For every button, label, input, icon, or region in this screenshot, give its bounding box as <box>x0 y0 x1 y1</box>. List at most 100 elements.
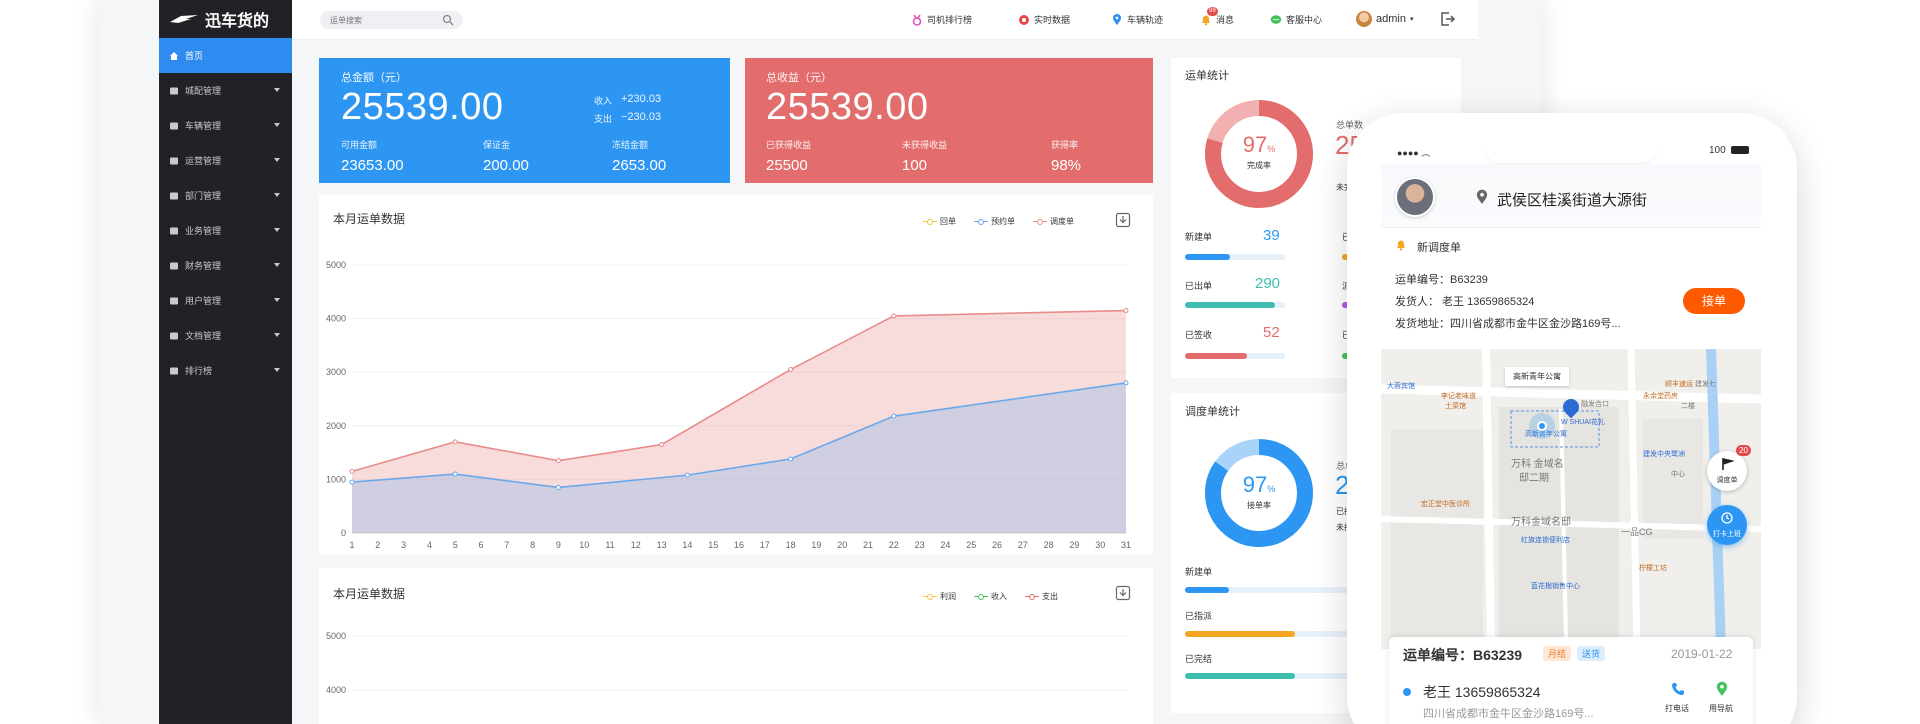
available-label: 可用金额 <box>341 140 378 150</box>
dispatch-assigned-bar-fill <box>1185 631 1295 637</box>
map-label: 李记老味道 <box>1441 393 1476 400</box>
legend-item-reservation[interactable]: 预约单 <box>974 216 1015 227</box>
bell-icon <box>1397 240 1405 251</box>
x-tick-label: 25 <box>966 540 976 550</box>
sidebar-item-home[interactable]: 首页 <box>159 38 292 73</box>
y-tick-label: 3000 <box>326 367 346 377</box>
expense-label: 支出 <box>594 114 613 124</box>
legend-item-receipt[interactable]: 回单 <box>923 216 956 227</box>
y-tick-label: 1000 <box>326 474 346 484</box>
phone-mockup: ●●●● ︵ 100 武侯区桂溪街道大源街 新调度单 运单编号：B63239 发… <box>1347 113 1797 724</box>
call-label[interactable]: 打电话 <box>1665 704 1689 713</box>
total-income-value: 25539.00 <box>766 86 929 128</box>
battery-icon <box>1731 146 1749 154</box>
map-label: 万科金域名邸 <box>1511 517 1571 528</box>
legend-item-dispatch[interactable]: 调度单 <box>1033 216 1074 227</box>
clock-in-label: 打卡上班 <box>1713 531 1741 538</box>
x-tick-label: 4 <box>427 540 432 550</box>
sidebar-item-doc[interactable]: 文档管理 <box>159 318 292 353</box>
map-label: 邸二期 <box>1519 473 1549 484</box>
completion-ring <box>1205 100 1313 208</box>
phone-call-icon[interactable] <box>1671 682 1685 696</box>
acceptance-rate-value: 97 <box>1242 472 1268 497</box>
driver-avatar[interactable] <box>1395 177 1435 217</box>
accept-order-button[interactable]: 接单 <box>1683 288 1745 314</box>
logout-icon[interactable] <box>1440 11 1456 27</box>
user-icon <box>170 297 178 304</box>
map-view[interactable]: 高新青年公寓 大蓉宾馆 李记老味道 土菜馆 永余堂药房 W SHUAI花礼 高新… <box>1381 349 1761 649</box>
sidebar-item-rank[interactable]: 排行榜 <box>159 353 292 388</box>
flag-icon <box>1722 458 1735 470</box>
nav-customer-service[interactable]: 客服中心 <box>1270 13 1322 26</box>
chevron-down-icon <box>274 333 280 337</box>
x-tick-label: 12 <box>631 540 641 550</box>
search-icon[interactable] <box>442 14 454 26</box>
current-location: 武侯区桂溪街道大源街 <box>1497 192 1648 209</box>
sidebar-item-city[interactable]: 城配管理 <box>159 73 292 108</box>
legend-item-income[interactable]: 收入 <box>974 591 1007 602</box>
download-icon[interactable] <box>1115 212 1131 228</box>
x-tick-label: 15 <box>708 540 718 550</box>
sidebar-item-finance[interactable]: 财务管理 <box>159 248 292 283</box>
legend-item-expense[interactable]: 支出 <box>1025 591 1058 602</box>
medal-icon <box>912 14 922 26</box>
sidebar-item-truck[interactable]: 车辆管理 <box>159 108 292 143</box>
x-tick-label: 7 <box>504 540 509 550</box>
delivery-tag: 送货 <box>1577 646 1606 661</box>
map-label: 红旗连锁便利店 <box>1521 537 1570 544</box>
dispatch-stats-title: 调度单统计 <box>1185 406 1240 418</box>
x-tick-label: 2 <box>375 540 380 550</box>
nav-driver-ranking[interactable]: 司机排行榜 <box>911 13 972 26</box>
dispatch-map-button[interactable]: 调度单 20 <box>1707 445 1751 491</box>
x-tick-label: 9 <box>556 540 561 550</box>
navigation-pin-icon[interactable] <box>1715 681 1729 697</box>
app-logo[interactable]: 迅车货的 <box>159 0 292 38</box>
data-point <box>349 468 355 474</box>
sidebar-item-user[interactable]: 用户管理 <box>159 283 292 318</box>
x-tick-label: 3 <box>401 540 406 550</box>
chevron-down-icon <box>274 123 280 127</box>
series-area <box>352 382 1126 533</box>
download-icon[interactable] <box>1115 585 1131 601</box>
sidebar-item-ops[interactable]: 运营管理 <box>159 143 292 178</box>
nav-realtime-data[interactable]: 实时数据 <box>1018 13 1070 26</box>
nav-vehicle-track[interactable]: 车辆轨迹 <box>1111 13 1163 26</box>
map-label: W SHUAI花礼 <box>1561 419 1605 426</box>
sidebar-item-label: 用户管理 <box>185 296 222 306</box>
map-label: 柠檬工坊 <box>1639 565 1667 572</box>
waybill-search-input[interactable] <box>320 11 463 29</box>
data-point <box>788 367 794 373</box>
map-label: 永余堂药房 <box>1643 393 1678 400</box>
map-label: 融发合口 <box>1581 401 1609 408</box>
waybill-stats-title: 运单统计 <box>1185 70 1229 82</box>
x-tick-label: 8 <box>530 540 535 550</box>
clock-in-button[interactable]: 打卡上班 <box>1707 505 1747 545</box>
user-menu[interactable]: admin ▾ <box>1356 11 1413 27</box>
data-point <box>1123 380 1129 386</box>
signed-orders-label: 已签收 <box>1185 330 1213 340</box>
data-point <box>891 313 897 319</box>
earned-value: 25500 <box>766 157 808 174</box>
completion-ring-center: 97% 完成率 <box>1201 132 1317 171</box>
issued-orders-value: 290 <box>1255 275 1281 292</box>
total-income-card: 总收益（元） 25539.00 已获得收益 25500 未获得收益 100 获得… <box>745 58 1153 183</box>
sidebar-item-dept[interactable]: 部门管理 <box>159 178 292 213</box>
sidebar-item-biz[interactable]: 业务管理 <box>159 213 292 248</box>
completion-rate-unit: % <box>1267 144 1276 154</box>
realtime-icon <box>1019 14 1029 25</box>
legend-item-profit[interactable]: 利润 <box>923 591 956 602</box>
logo-text: 迅车货的 <box>205 13 270 30</box>
navigate-label[interactable]: 用导航 <box>1709 704 1733 713</box>
completion-rate-label: 完成率 <box>1247 161 1271 170</box>
city-icon <box>170 87 178 94</box>
x-tick-label: 14 <box>682 540 692 550</box>
ops-icon <box>170 157 178 164</box>
sidebar-item-label: 首页 <box>185 51 204 61</box>
nav-label: 实时数据 <box>1034 15 1071 25</box>
new-dispatch-notice: 新调度单 <box>1417 242 1461 254</box>
x-tick-label: 10 <box>579 540 589 550</box>
dispatch-map-button-label: 调度单 <box>1716 477 1738 484</box>
contact-dot <box>1403 688 1411 696</box>
acceptance-ring-center: 97% 接单率 <box>1201 472 1317 511</box>
nav-messages[interactable]: 99 消息 <box>1200 6 1234 26</box>
